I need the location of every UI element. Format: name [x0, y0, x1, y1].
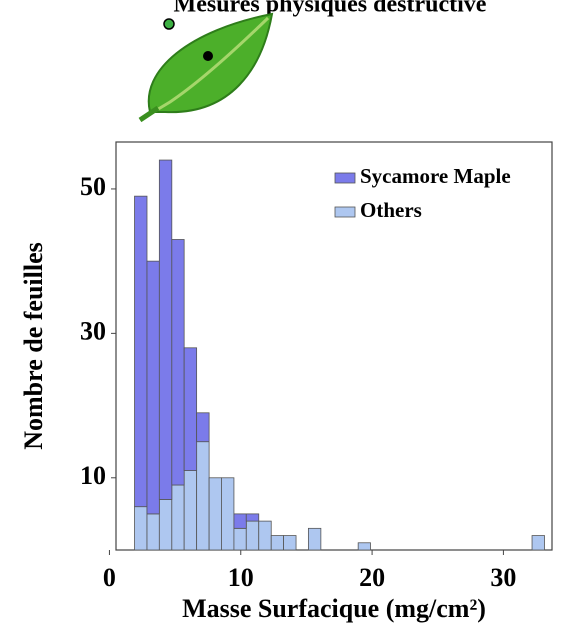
legend-label: Sycamore Maple: [360, 164, 511, 188]
bar: [158, 159, 173, 500]
leaf-icon: [138, 12, 274, 123]
bar: [233, 513, 247, 529]
bar: [183, 347, 198, 471]
bar: [357, 542, 371, 551]
bar: [270, 535, 284, 551]
bar: [196, 441, 210, 551]
x-tick-label: 0: [103, 563, 116, 592]
x-axis-label: Masse Surfacique (mg/cm²): [182, 594, 486, 623]
bar: [233, 527, 247, 551]
bar: [307, 527, 322, 551]
bar: [134, 195, 148, 508]
bar: [146, 260, 160, 515]
y-tick-label: 30: [80, 316, 106, 345]
legend-swatch: [334, 206, 356, 218]
bar: [245, 520, 260, 551]
bar: [245, 513, 260, 522]
y-tick-label: 10: [80, 461, 106, 490]
x-tick-label: 20: [359, 563, 385, 592]
bar: [196, 412, 210, 443]
legend-label: Others: [360, 198, 422, 222]
bar: [171, 484, 185, 551]
chart-title: Mesures physiques destructive: [174, 0, 487, 18]
plot-frame: [115, 141, 553, 551]
bar: [183, 470, 198, 551]
bar: [531, 535, 545, 551]
bar: [208, 477, 222, 551]
bar: [146, 513, 160, 551]
bar: [158, 499, 173, 551]
bar: [258, 520, 272, 551]
bar: [221, 477, 235, 551]
x-tick-label: 30: [490, 563, 516, 592]
legend-swatch: [334, 172, 356, 184]
bar: [134, 506, 148, 551]
bar: [171, 239, 185, 486]
y-axis-label: Nombre de feuilles: [19, 242, 48, 450]
x-tick-label: 10: [228, 563, 254, 592]
y-tick-label: 50: [80, 172, 106, 201]
bar: [283, 535, 297, 551]
